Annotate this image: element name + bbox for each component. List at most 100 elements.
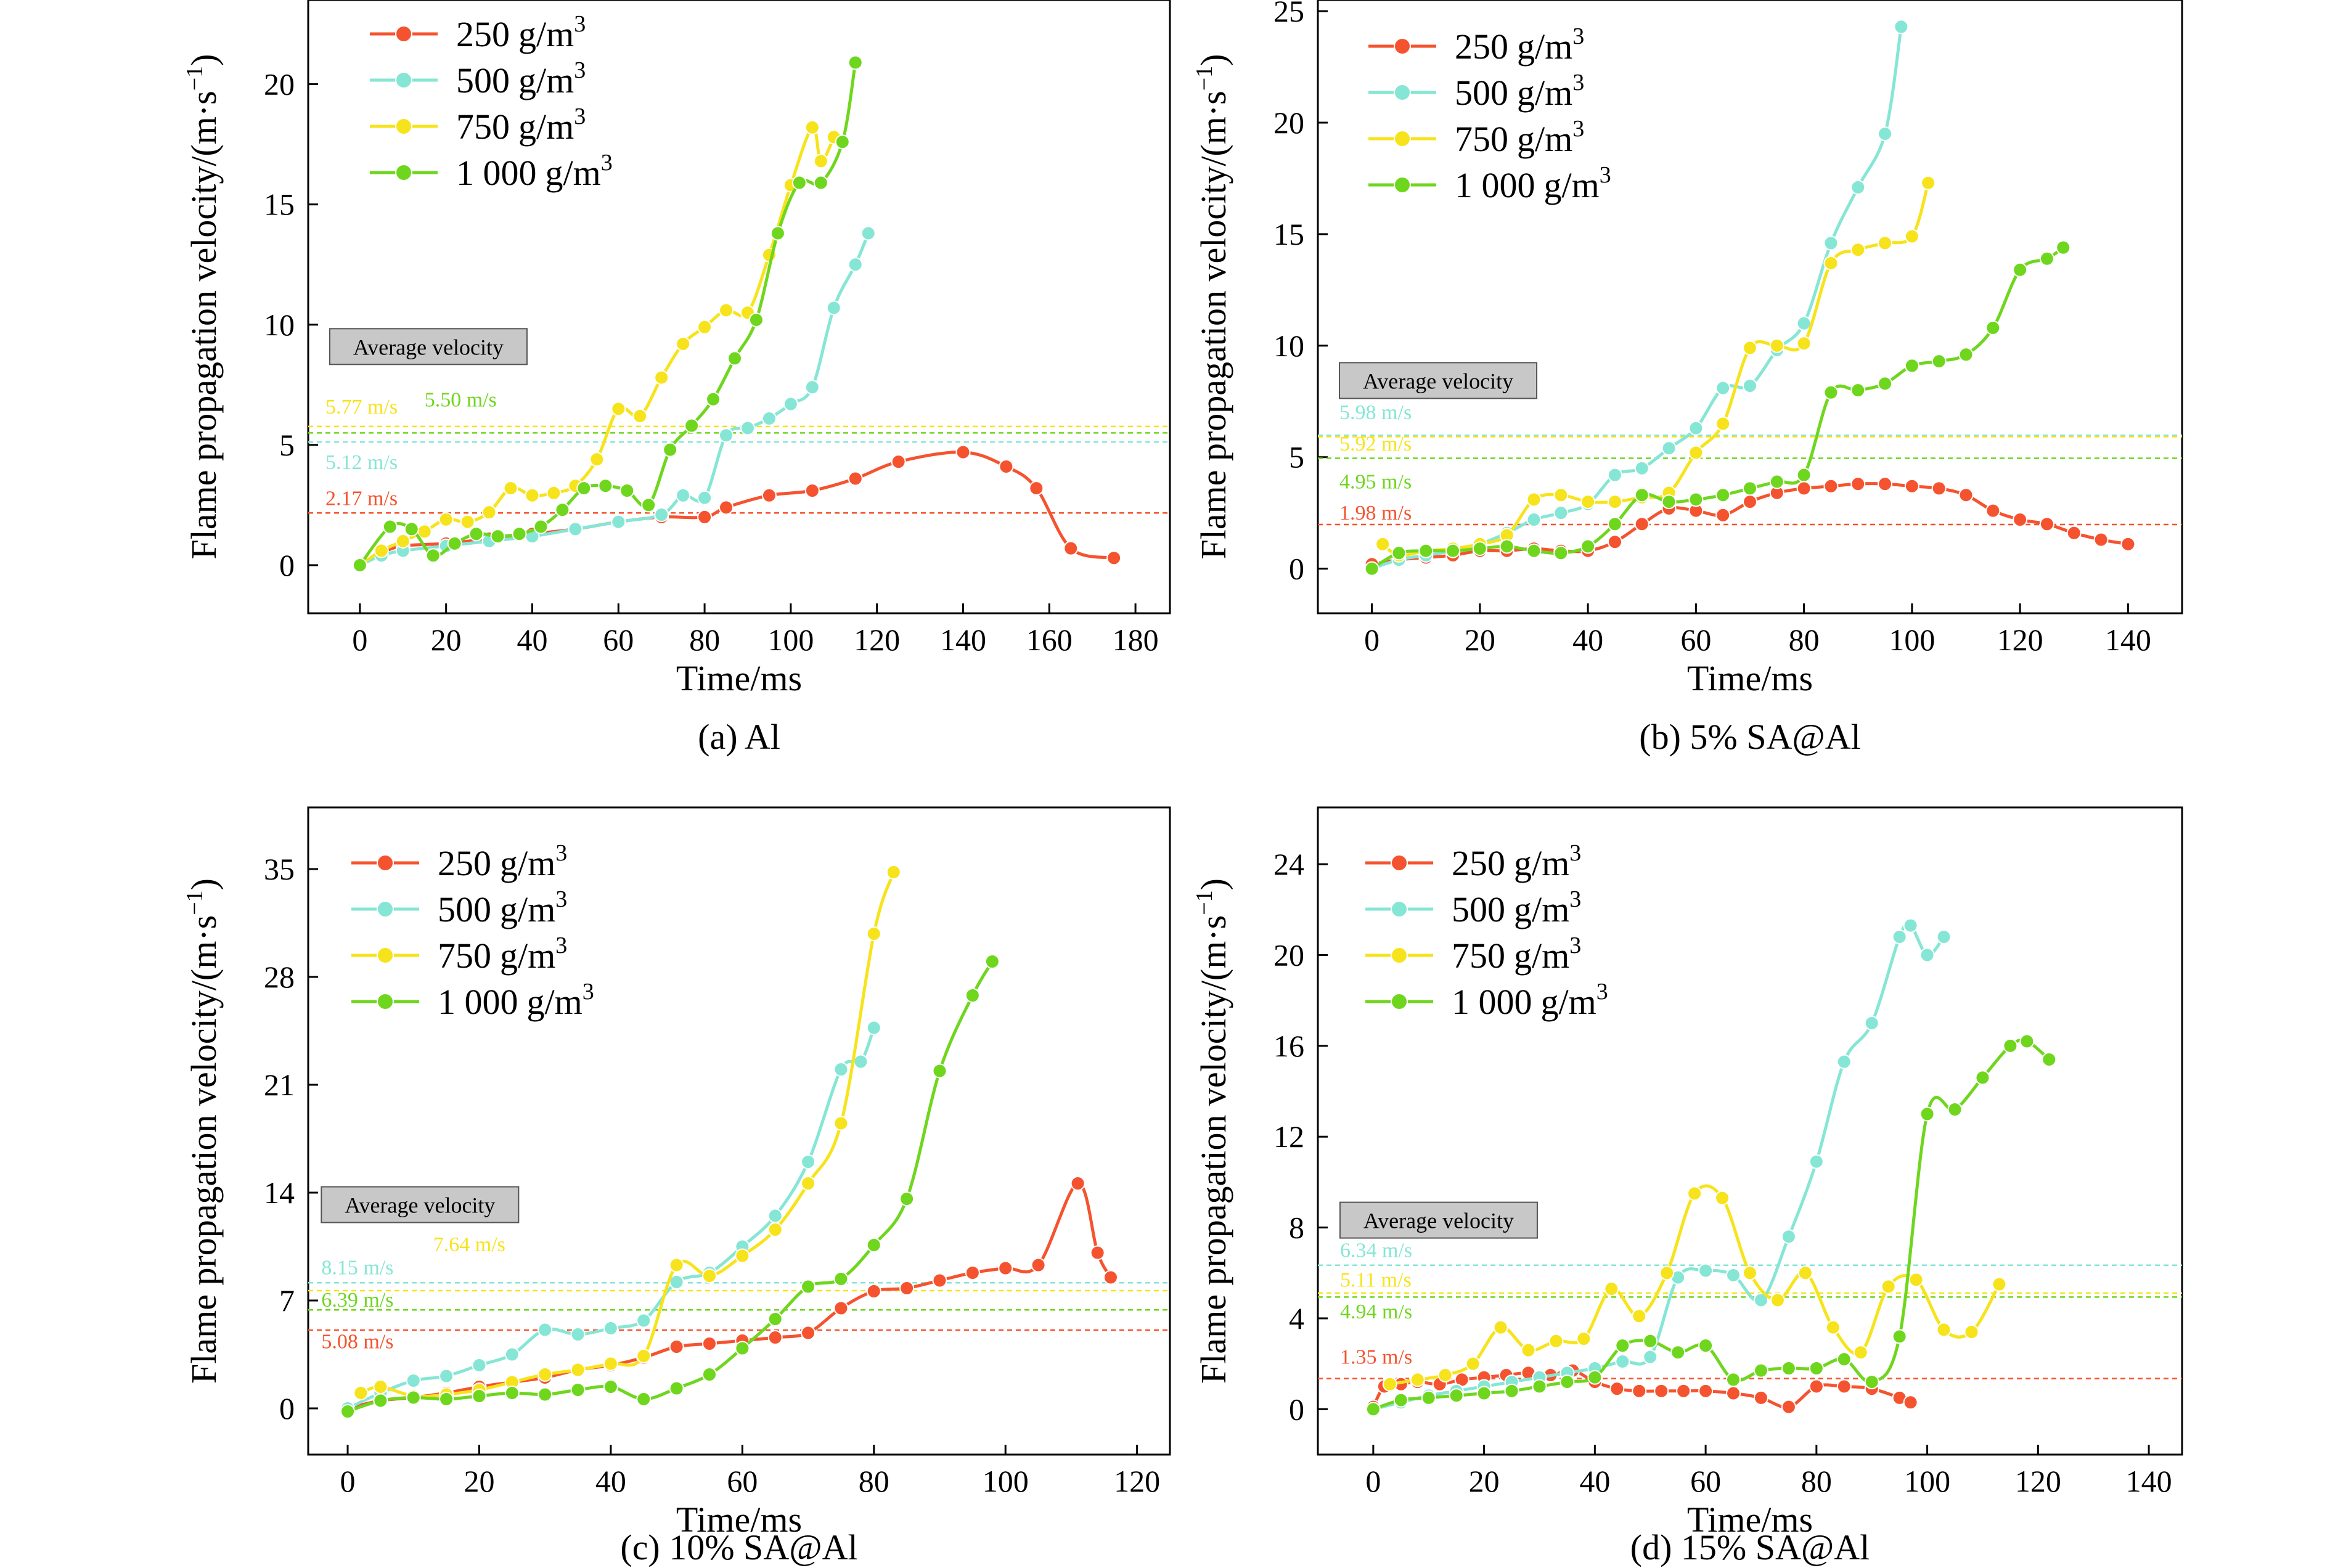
y-tick-label: 0 [1289, 552, 1304, 586]
average-value-label: 4.94 m/s [1340, 1301, 1412, 1323]
legend-label: 1 000 g/m3 [438, 979, 594, 1022]
data-point [570, 1382, 586, 1397]
legend-marker [1391, 900, 1408, 918]
data-point [1070, 1176, 1085, 1191]
legend-unit-superscript: 3 [601, 150, 613, 176]
x-tick-label: 80 [859, 1464, 889, 1498]
data-point [603, 1356, 618, 1371]
legend-unit: g/m [1514, 936, 1569, 976]
legend-series-name: 500 [1455, 73, 1508, 113]
legend-label: 250 g/m3 [456, 11, 586, 54]
data-point [1634, 460, 1649, 476]
data-point [761, 488, 777, 503]
data-point [1921, 175, 1936, 190]
data-point [1607, 534, 1622, 550]
legend-unit-superscript: 3 [574, 11, 586, 37]
data-point [490, 529, 505, 544]
data-point [1985, 503, 2001, 518]
data-point [1864, 1016, 1879, 1031]
legend-series-name: 1 000 [1455, 165, 1535, 205]
data-point [2039, 251, 2054, 266]
legend-unit-superscript: 3 [1569, 933, 1581, 958]
legend-unit-superscript: 3 [1572, 23, 1584, 49]
data-point [835, 134, 850, 150]
data-point [546, 485, 562, 500]
legend-unit-superscript: 3 [1600, 162, 1611, 188]
data-point [1604, 1281, 1619, 1297]
data-point [1526, 512, 1542, 528]
data-point [1607, 467, 1622, 483]
y-tick-label: 0 [1289, 1392, 1304, 1426]
data-point [1769, 474, 1784, 489]
y-tick-label: 7 [279, 1283, 295, 1318]
legend-unit: g/m [500, 843, 555, 883]
data-point [1659, 1265, 1675, 1281]
legend-label: 1 000 g/m3 [1452, 979, 1608, 1022]
data-point [654, 507, 669, 523]
average-value-label: 5.77 m/s [325, 396, 398, 419]
y-tick-label: 35 [264, 852, 295, 886]
data-point [1526, 492, 1542, 507]
legend-label: 750 g/m3 [456, 104, 586, 147]
data-point [636, 1392, 652, 1407]
data-point [1919, 947, 1935, 963]
data-point [853, 1054, 869, 1069]
legend-series-name: 1 000 [1452, 982, 1532, 1022]
data-point [1958, 347, 1974, 362]
legend-marker [395, 71, 412, 89]
data-point [663, 442, 678, 457]
legend-label: 500 g/m3 [456, 57, 586, 100]
panel-b: 0 20 40 60 80 100 120 140 0 5 10 15 20 25 Time/ms Flame… [1192, 0, 2183, 757]
data-point [533, 519, 549, 534]
y-tick-label: 20 [264, 67, 295, 102]
average-value-label: 5.92 m/s [1339, 433, 1412, 455]
data-point [1698, 1263, 1714, 1278]
data-point [340, 1404, 356, 1419]
legend-marker [1394, 130, 1411, 147]
series-line-1000 [1371, 246, 2064, 570]
data-point [1688, 420, 1704, 436]
y-tick-label: 0 [279, 548, 295, 582]
data-point [1688, 445, 1704, 460]
average-velocity-label: Average velocity [345, 1193, 495, 1218]
panel-d: 0 20 40 60 80 100 120 140 0 4 8 12 16 20 24 Time/ms Flam… [1192, 806, 2183, 1567]
legend-unit: g/m [1517, 27, 1572, 67]
data-point [576, 481, 592, 496]
data-point [538, 1322, 553, 1337]
data-point [1607, 494, 1622, 510]
data-point [504, 1347, 520, 1362]
plot-frame [307, 806, 1171, 1456]
data-point [1753, 1390, 1768, 1405]
data-point [955, 444, 971, 460]
data-point [701, 1336, 717, 1351]
data-point [570, 1362, 586, 1378]
legend-marker [377, 900, 394, 918]
data-point [472, 1358, 487, 1373]
average-value-label: 8.15 m/s [321, 1257, 393, 1280]
data-point [417, 524, 432, 539]
legend-unit-superscript: 3 [582, 979, 594, 1005]
x-axis-label: Time/ms [676, 1500, 802, 1540]
data-point [848, 471, 863, 486]
x-tick-label: 100 [1904, 1464, 1950, 1498]
data-point [1676, 1383, 1691, 1399]
legend-marker [1391, 947, 1408, 964]
average-velocity-box [329, 328, 528, 365]
legend-marker [1391, 854, 1408, 872]
x-axis-label: Time/ms [1687, 1500, 1813, 1540]
y-tick-label: 4 [1289, 1301, 1304, 1336]
data-point [1878, 476, 1893, 492]
data-point [1796, 336, 1812, 351]
data-point [503, 481, 518, 496]
data-point [783, 396, 798, 412]
data-point [767, 1312, 783, 1326]
legend-unit: g/m [546, 153, 601, 193]
y-tick-label: 5 [279, 428, 295, 462]
data-point [1853, 1345, 1868, 1360]
data-point [1743, 1265, 1757, 1281]
y-axis-label-superscript: −1 [1192, 66, 1217, 91]
data-point [2056, 240, 2071, 255]
data-point [460, 514, 475, 529]
data-point [1919, 1106, 1935, 1122]
legend-unit-superscript: 3 [1596, 979, 1608, 1005]
